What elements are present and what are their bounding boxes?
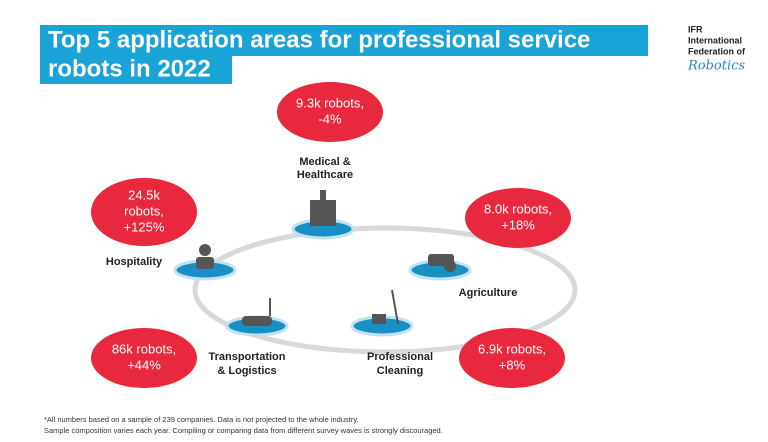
stat-text: +125% bbox=[124, 219, 165, 234]
stat-text: 8.0k robots, bbox=[484, 201, 552, 216]
node-label: Hospitality bbox=[106, 256, 163, 268]
cleaning-icon bbox=[391, 289, 399, 325]
hospitality-icon bbox=[199, 244, 211, 256]
logo-script: Robotics bbox=[687, 59, 745, 74]
stat-text: 24.5k bbox=[128, 187, 160, 202]
stat-bubbles bbox=[91, 82, 571, 388]
stat-bubble bbox=[277, 82, 383, 142]
title: Top 5 application areas for professional… bbox=[48, 26, 590, 53]
node-label: Agriculture bbox=[459, 287, 518, 299]
cleaning-icon bbox=[372, 314, 386, 324]
node-label: Healthcare bbox=[297, 169, 353, 181]
stat-text: +8% bbox=[499, 357, 526, 372]
icons bbox=[196, 190, 456, 326]
node-label: Medical & bbox=[299, 156, 350, 168]
footnote: Sample composition varies each year. Com… bbox=[44, 426, 443, 435]
hospitality-icon bbox=[196, 257, 214, 269]
hospital-icon bbox=[310, 200, 336, 226]
hospital-icon bbox=[320, 190, 326, 202]
title-band bbox=[40, 25, 648, 56]
node-label: Transportation bbox=[208, 351, 285, 363]
title-band bbox=[40, 56, 232, 84]
cycle-ring bbox=[192, 225, 578, 355]
stat-text: +18% bbox=[501, 217, 535, 232]
stat-text: robots, bbox=[124, 203, 164, 218]
title: robots in 2022 bbox=[48, 55, 211, 82]
logo-text: IFR bbox=[688, 24, 703, 34]
tractor-icon bbox=[444, 260, 456, 272]
logo-text: International bbox=[688, 35, 742, 45]
stat-text: 6.9k robots, bbox=[478, 341, 546, 356]
stat-bubble bbox=[459, 328, 565, 388]
stat-text: +44% bbox=[127, 357, 161, 372]
stat-bubble bbox=[91, 178, 197, 246]
node-label: Professional bbox=[367, 351, 433, 363]
logo-text: Federation of bbox=[688, 46, 746, 56]
stat-bubble bbox=[465, 188, 571, 248]
stat-text: 9.3k robots, bbox=[296, 95, 364, 110]
stat-text: -4% bbox=[318, 111, 342, 126]
footnote: *All numbers based on a sample of 239 co… bbox=[44, 415, 359, 424]
stat-bubble bbox=[91, 328, 197, 388]
agv-icon bbox=[242, 316, 272, 326]
node-label: & Logistics bbox=[217, 365, 276, 377]
node-label: Cleaning bbox=[377, 365, 423, 377]
stat-text: 86k robots, bbox=[112, 341, 176, 356]
